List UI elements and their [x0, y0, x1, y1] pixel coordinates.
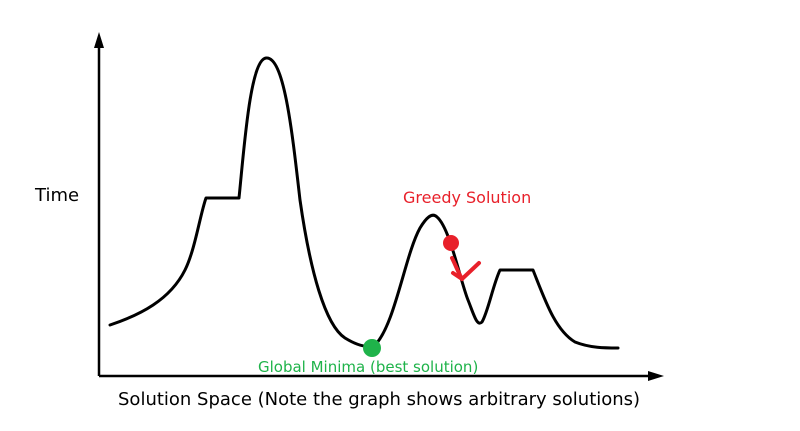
y-axis-arrowhead [94, 32, 104, 48]
landscape-curve [108, 56, 620, 350]
greedy-solution-dot [443, 235, 459, 251]
global-minima-label: Global Minima (best solution) [258, 358, 478, 376]
greedy-arrowhead-icon [460, 261, 481, 281]
x-axis-label: Solution Space (Note the graph shows arb… [118, 389, 640, 410]
y-axis-label: Time [34, 185, 79, 206]
greedy-solution-label: Greedy Solution [403, 188, 531, 207]
x-axis-arrowhead [648, 371, 664, 381]
global-minima-dot [363, 339, 381, 357]
greedy-arrowhead-icon-2 [451, 271, 464, 281]
